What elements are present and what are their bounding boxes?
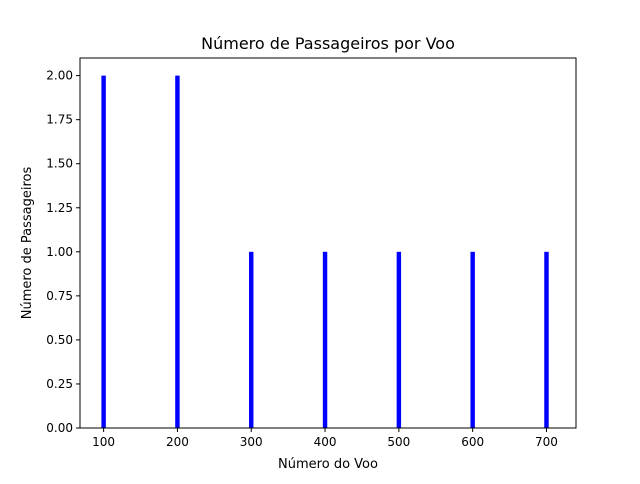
y-tick-label: 0.00 [46, 421, 73, 435]
y-tick-label: 0.25 [46, 377, 73, 391]
y-tick-label: 0.50 [46, 333, 73, 347]
y-tick-label: 0.75 [46, 289, 73, 303]
x-tick-label: 600 [461, 435, 484, 449]
x-tick-label: 500 [387, 435, 410, 449]
x-tick-label: 200 [166, 435, 189, 449]
bar [175, 75, 180, 428]
y-axis-label: Número de Passageiros [20, 167, 35, 320]
bars-group [101, 75, 549, 428]
x-tick-label: 700 [535, 435, 558, 449]
bar [249, 251, 254, 428]
chart-title: Número de Passageiros por Voo [201, 34, 455, 53]
x-ticks-group: 100 200 300 400 500 600 700 [92, 428, 558, 449]
y-tick-label: 1.25 [46, 201, 73, 215]
x-tick-label: 300 [240, 435, 263, 449]
bar [470, 251, 475, 428]
y-tick-label: 2.00 [46, 69, 73, 83]
bar [101, 75, 106, 428]
y-tick-label: 1.75 [46, 113, 73, 127]
bar [396, 251, 402, 428]
x-tick-label: 400 [314, 435, 337, 449]
plot-area-frame [79, 57, 577, 429]
y-tick-label: 1.00 [46, 245, 73, 259]
y-tick-label: 1.50 [46, 157, 73, 171]
x-axis-label: Número do Voo [278, 457, 378, 472]
bar [544, 251, 549, 428]
x-tick-label: 100 [92, 435, 115, 449]
y-ticks-group: 0.00 0.25 0.50 0.75 1.00 1.25 1.50 1.75 2.00 [46, 69, 80, 435]
bar [322, 251, 328, 428]
